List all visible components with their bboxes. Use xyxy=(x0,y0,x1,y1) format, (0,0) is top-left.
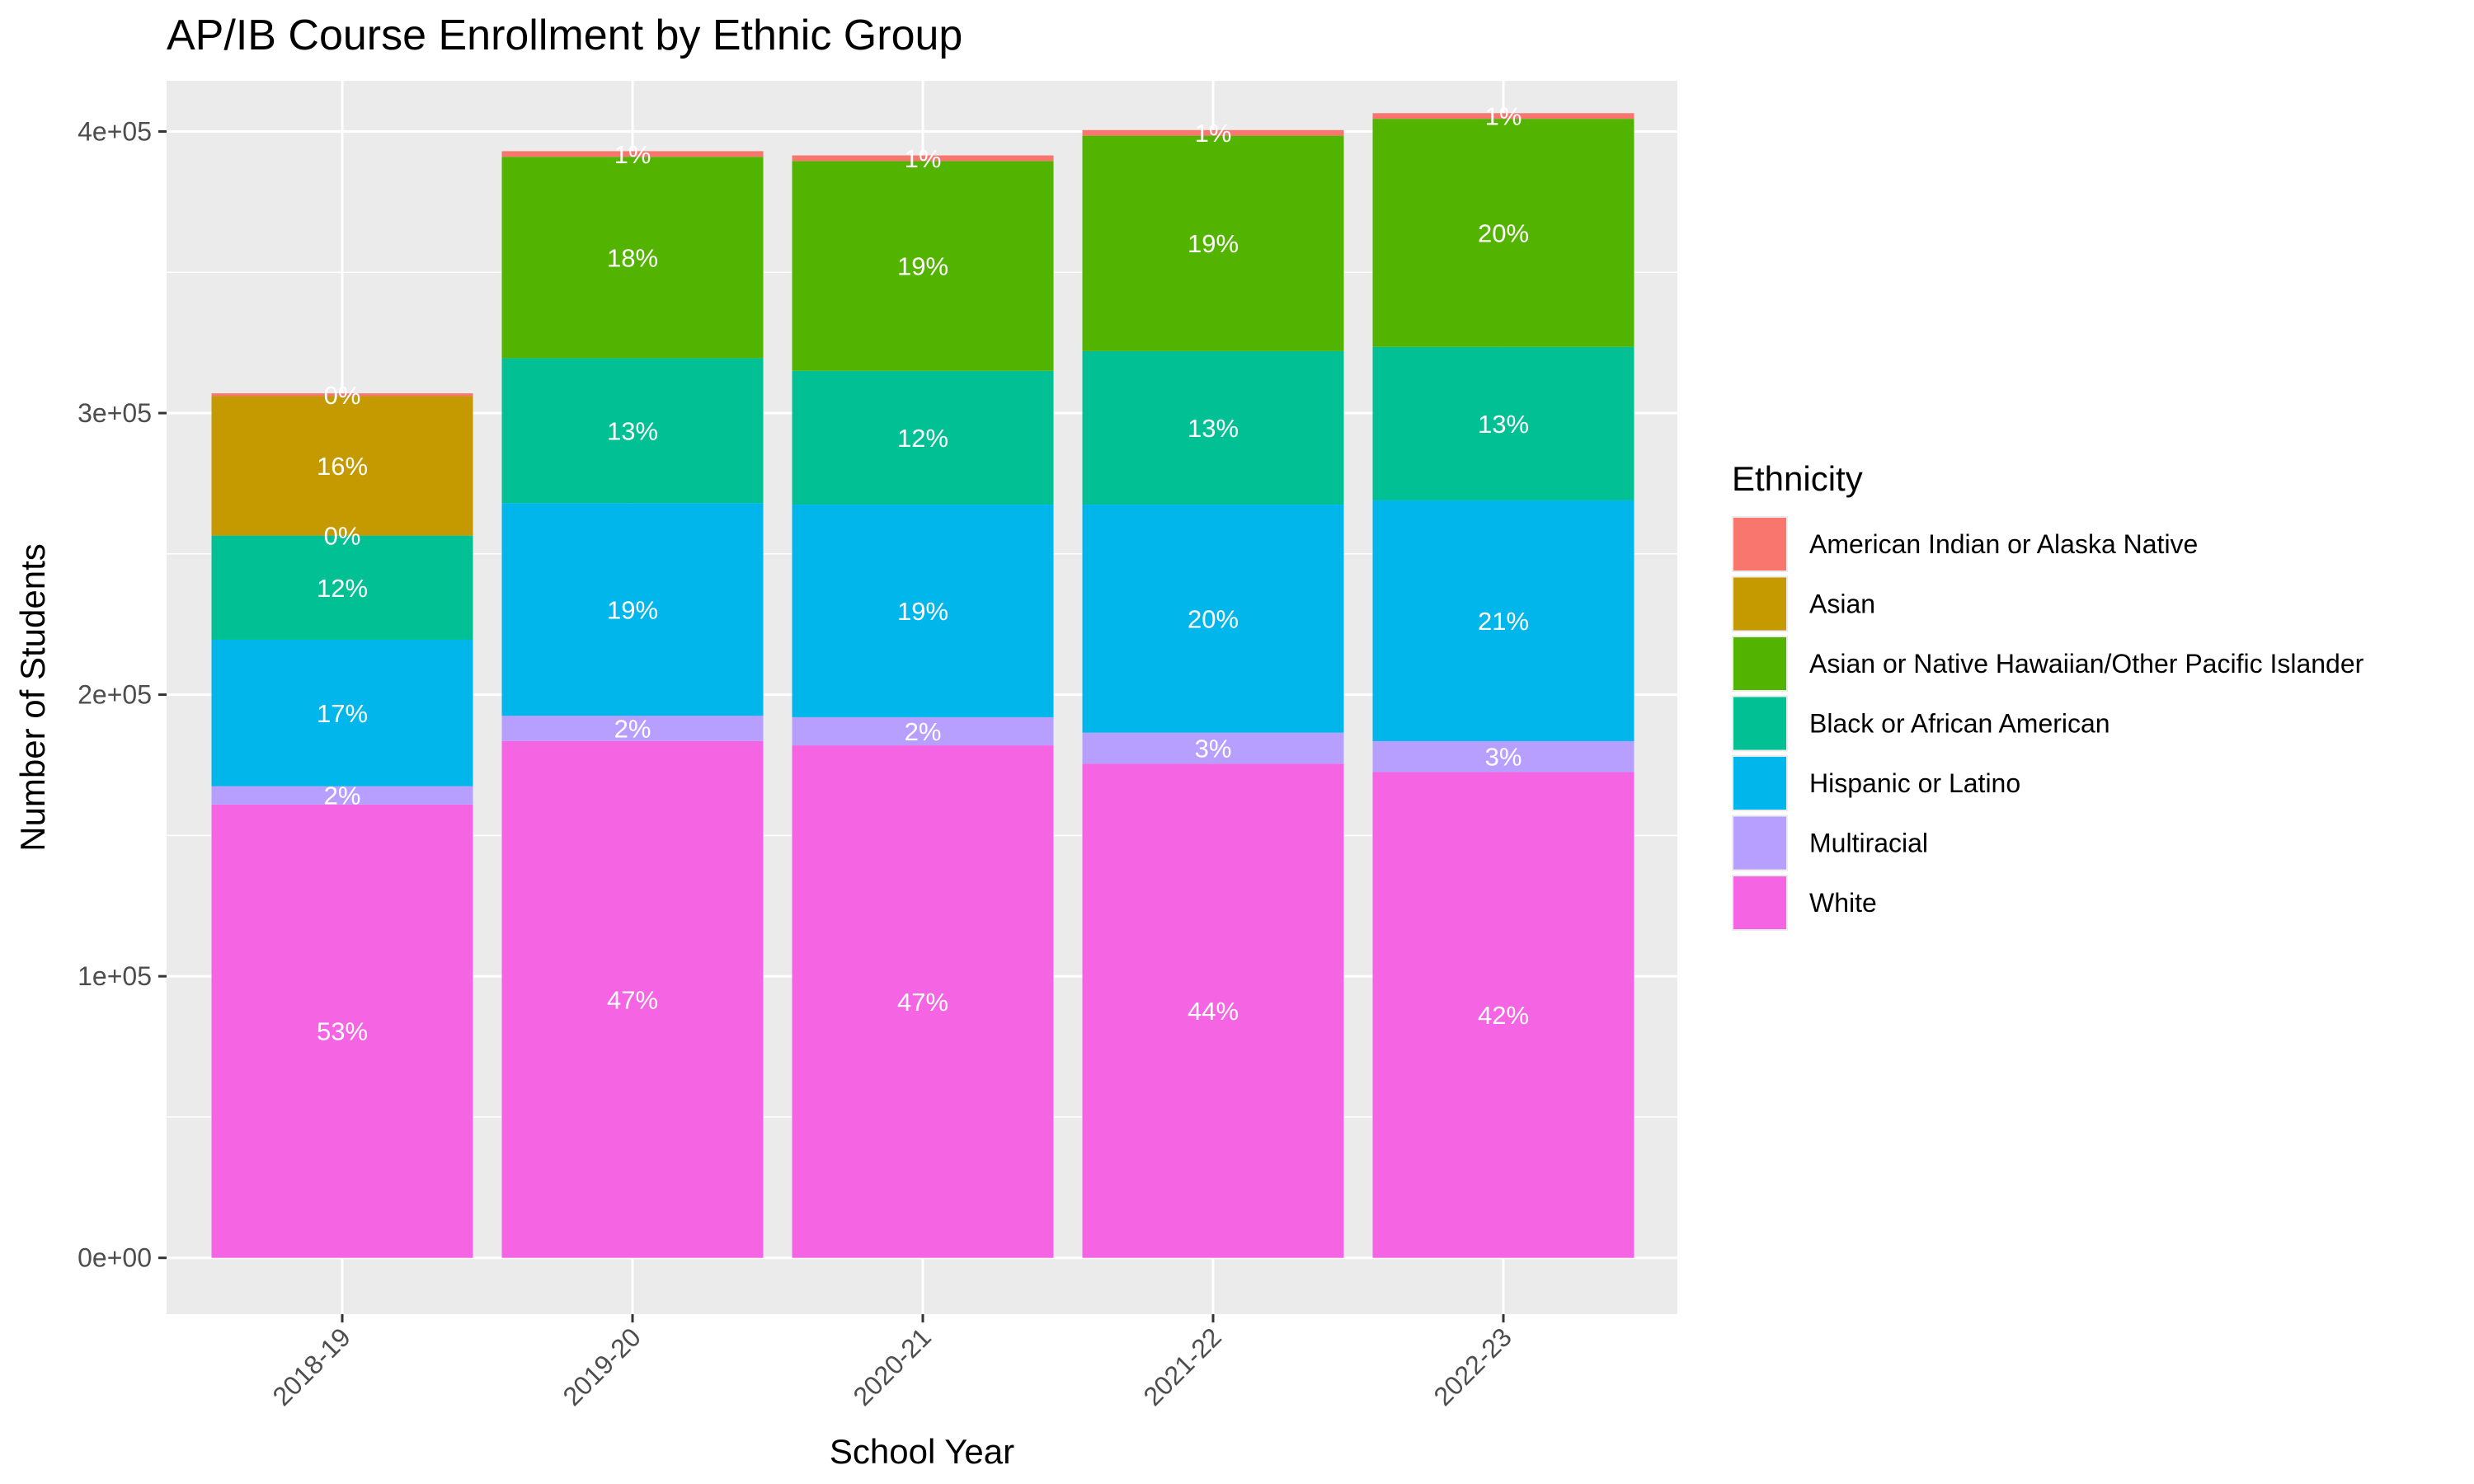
bar-segment xyxy=(211,396,473,536)
legend-entry: White xyxy=(1809,888,1877,918)
segment-labels: 53% 2% 17% 12% 0% 16% 0% 47% 2% 19% 13% 18% 1% 47% 2% 1… xyxy=(317,102,1529,1046)
segment-label: 1% xyxy=(905,144,942,173)
legend-swatch xyxy=(1733,518,1786,571)
segment-label: 19% xyxy=(897,252,948,281)
segment-label: 3% xyxy=(1195,734,1232,763)
segment-label: 19% xyxy=(607,595,658,624)
bar-segment xyxy=(501,740,764,1258)
bar-segment xyxy=(501,716,764,741)
x-tick-label: 2022-23 xyxy=(1427,1322,1517,1411)
bar-segment xyxy=(792,745,1054,1258)
y-tick-label: 2e+05 xyxy=(78,680,152,710)
segment-label: 3% xyxy=(1485,743,1522,772)
segment-label: 2% xyxy=(905,717,942,746)
x-tick-label: 2021-22 xyxy=(1137,1322,1226,1411)
segment-label: 0% xyxy=(324,381,361,410)
segment-label: 13% xyxy=(1188,414,1239,443)
x-tick-label: 2020-21 xyxy=(847,1322,936,1411)
segment-label: 19% xyxy=(1188,229,1239,258)
bar-segment xyxy=(501,503,764,716)
segment-label: 16% xyxy=(317,452,368,481)
segment-label: 42% xyxy=(1478,1001,1529,1030)
segment-label: 0% xyxy=(324,522,361,551)
bar-segment xyxy=(1082,763,1344,1258)
legend-swatch xyxy=(1733,757,1786,810)
bar-segment xyxy=(211,804,473,1258)
x-axis-title: School Year xyxy=(830,1432,1014,1471)
chart-title: AP/IB Course Enrollment by Ethnic Group xyxy=(167,12,962,59)
legend-entry: American Indian or Alaska Native xyxy=(1809,529,2198,559)
segment-label: 19% xyxy=(897,597,948,626)
legend-entry: Black or African American xyxy=(1809,709,2110,739)
legend-entry: Multiracial xyxy=(1809,829,1928,858)
bar-segment xyxy=(1082,732,1344,764)
legend-swatch xyxy=(1733,577,1786,631)
bar-segment xyxy=(211,786,473,805)
bar-segment xyxy=(1082,129,1344,136)
y-tick-label: 3e+05 xyxy=(78,398,152,428)
y-tick-label: 1e+05 xyxy=(78,961,152,991)
legend-swatch xyxy=(1733,816,1786,870)
segment-label: 2% xyxy=(614,715,651,744)
bar-segment xyxy=(1372,740,1634,773)
bar-segment xyxy=(501,358,764,504)
y-axis-title: Number of Students xyxy=(13,543,52,852)
segment-label: 2% xyxy=(324,782,361,810)
x-axis: 2018-19 2019-20 2020-21 2021-22 2022-23 xyxy=(266,1314,1517,1411)
bar-segment xyxy=(1372,113,1634,120)
segment-label: 1% xyxy=(1485,102,1522,131)
bar-segment xyxy=(1372,346,1634,500)
bar-segment xyxy=(1372,772,1634,1258)
segment-label: 13% xyxy=(607,416,658,445)
x-tick-label: 2019-20 xyxy=(557,1322,646,1411)
bar-segment xyxy=(211,393,473,397)
y-tick-label: 4e+05 xyxy=(78,116,152,146)
bar-segment xyxy=(1372,119,1634,347)
bar-segment xyxy=(792,370,1054,505)
segment-label: 20% xyxy=(1188,604,1239,633)
segment-label: 20% xyxy=(1478,218,1529,247)
bar-segment xyxy=(211,535,473,640)
segment-label: 53% xyxy=(317,1017,368,1046)
segment-label: 12% xyxy=(317,574,368,603)
legend: Ethnicity American Indian or Alaska Nati… xyxy=(1732,459,2364,931)
legend-title: Ethnicity xyxy=(1732,459,1863,498)
y-tick-label: 0e+00 xyxy=(78,1243,152,1273)
segment-label: 12% xyxy=(897,424,948,453)
legend-entry: Hispanic or Latino xyxy=(1809,768,2020,798)
bar-segment xyxy=(792,716,1054,746)
segment-label: 44% xyxy=(1188,997,1239,1026)
bar-segment xyxy=(501,157,764,359)
bar-segment xyxy=(1082,135,1344,351)
bars xyxy=(211,113,1634,1258)
legend-swatch xyxy=(1733,876,1786,929)
x-tick-label: 2018-19 xyxy=(266,1322,355,1411)
segment-label: 18% xyxy=(607,243,658,272)
legend-entry: Asian or Native Hawaiian/Other Pacific I… xyxy=(1809,649,2364,679)
legend-entry: Asian xyxy=(1809,589,1875,619)
bar-segment xyxy=(1082,350,1344,505)
segment-label: 1% xyxy=(614,140,651,169)
segment-label: 1% xyxy=(1195,119,1232,148)
segment-label: 13% xyxy=(1478,410,1529,439)
bar-segment xyxy=(792,155,1054,162)
bar-segment xyxy=(1082,505,1344,733)
bar-segment xyxy=(792,161,1054,371)
bar-segment xyxy=(501,151,764,157)
legend-swatch xyxy=(1733,697,1786,750)
y-axis: 0e+00 1e+05 2e+05 3e+05 4e+05 xyxy=(78,116,167,1273)
bar-segment xyxy=(792,505,1054,717)
segment-label: 21% xyxy=(1478,607,1529,636)
legend-swatch xyxy=(1733,637,1786,690)
bar-segment xyxy=(211,639,473,787)
segment-label: 17% xyxy=(317,699,368,728)
segment-label: 47% xyxy=(897,988,948,1017)
segment-label: 47% xyxy=(607,985,658,1014)
bar-segment xyxy=(1372,500,1634,741)
